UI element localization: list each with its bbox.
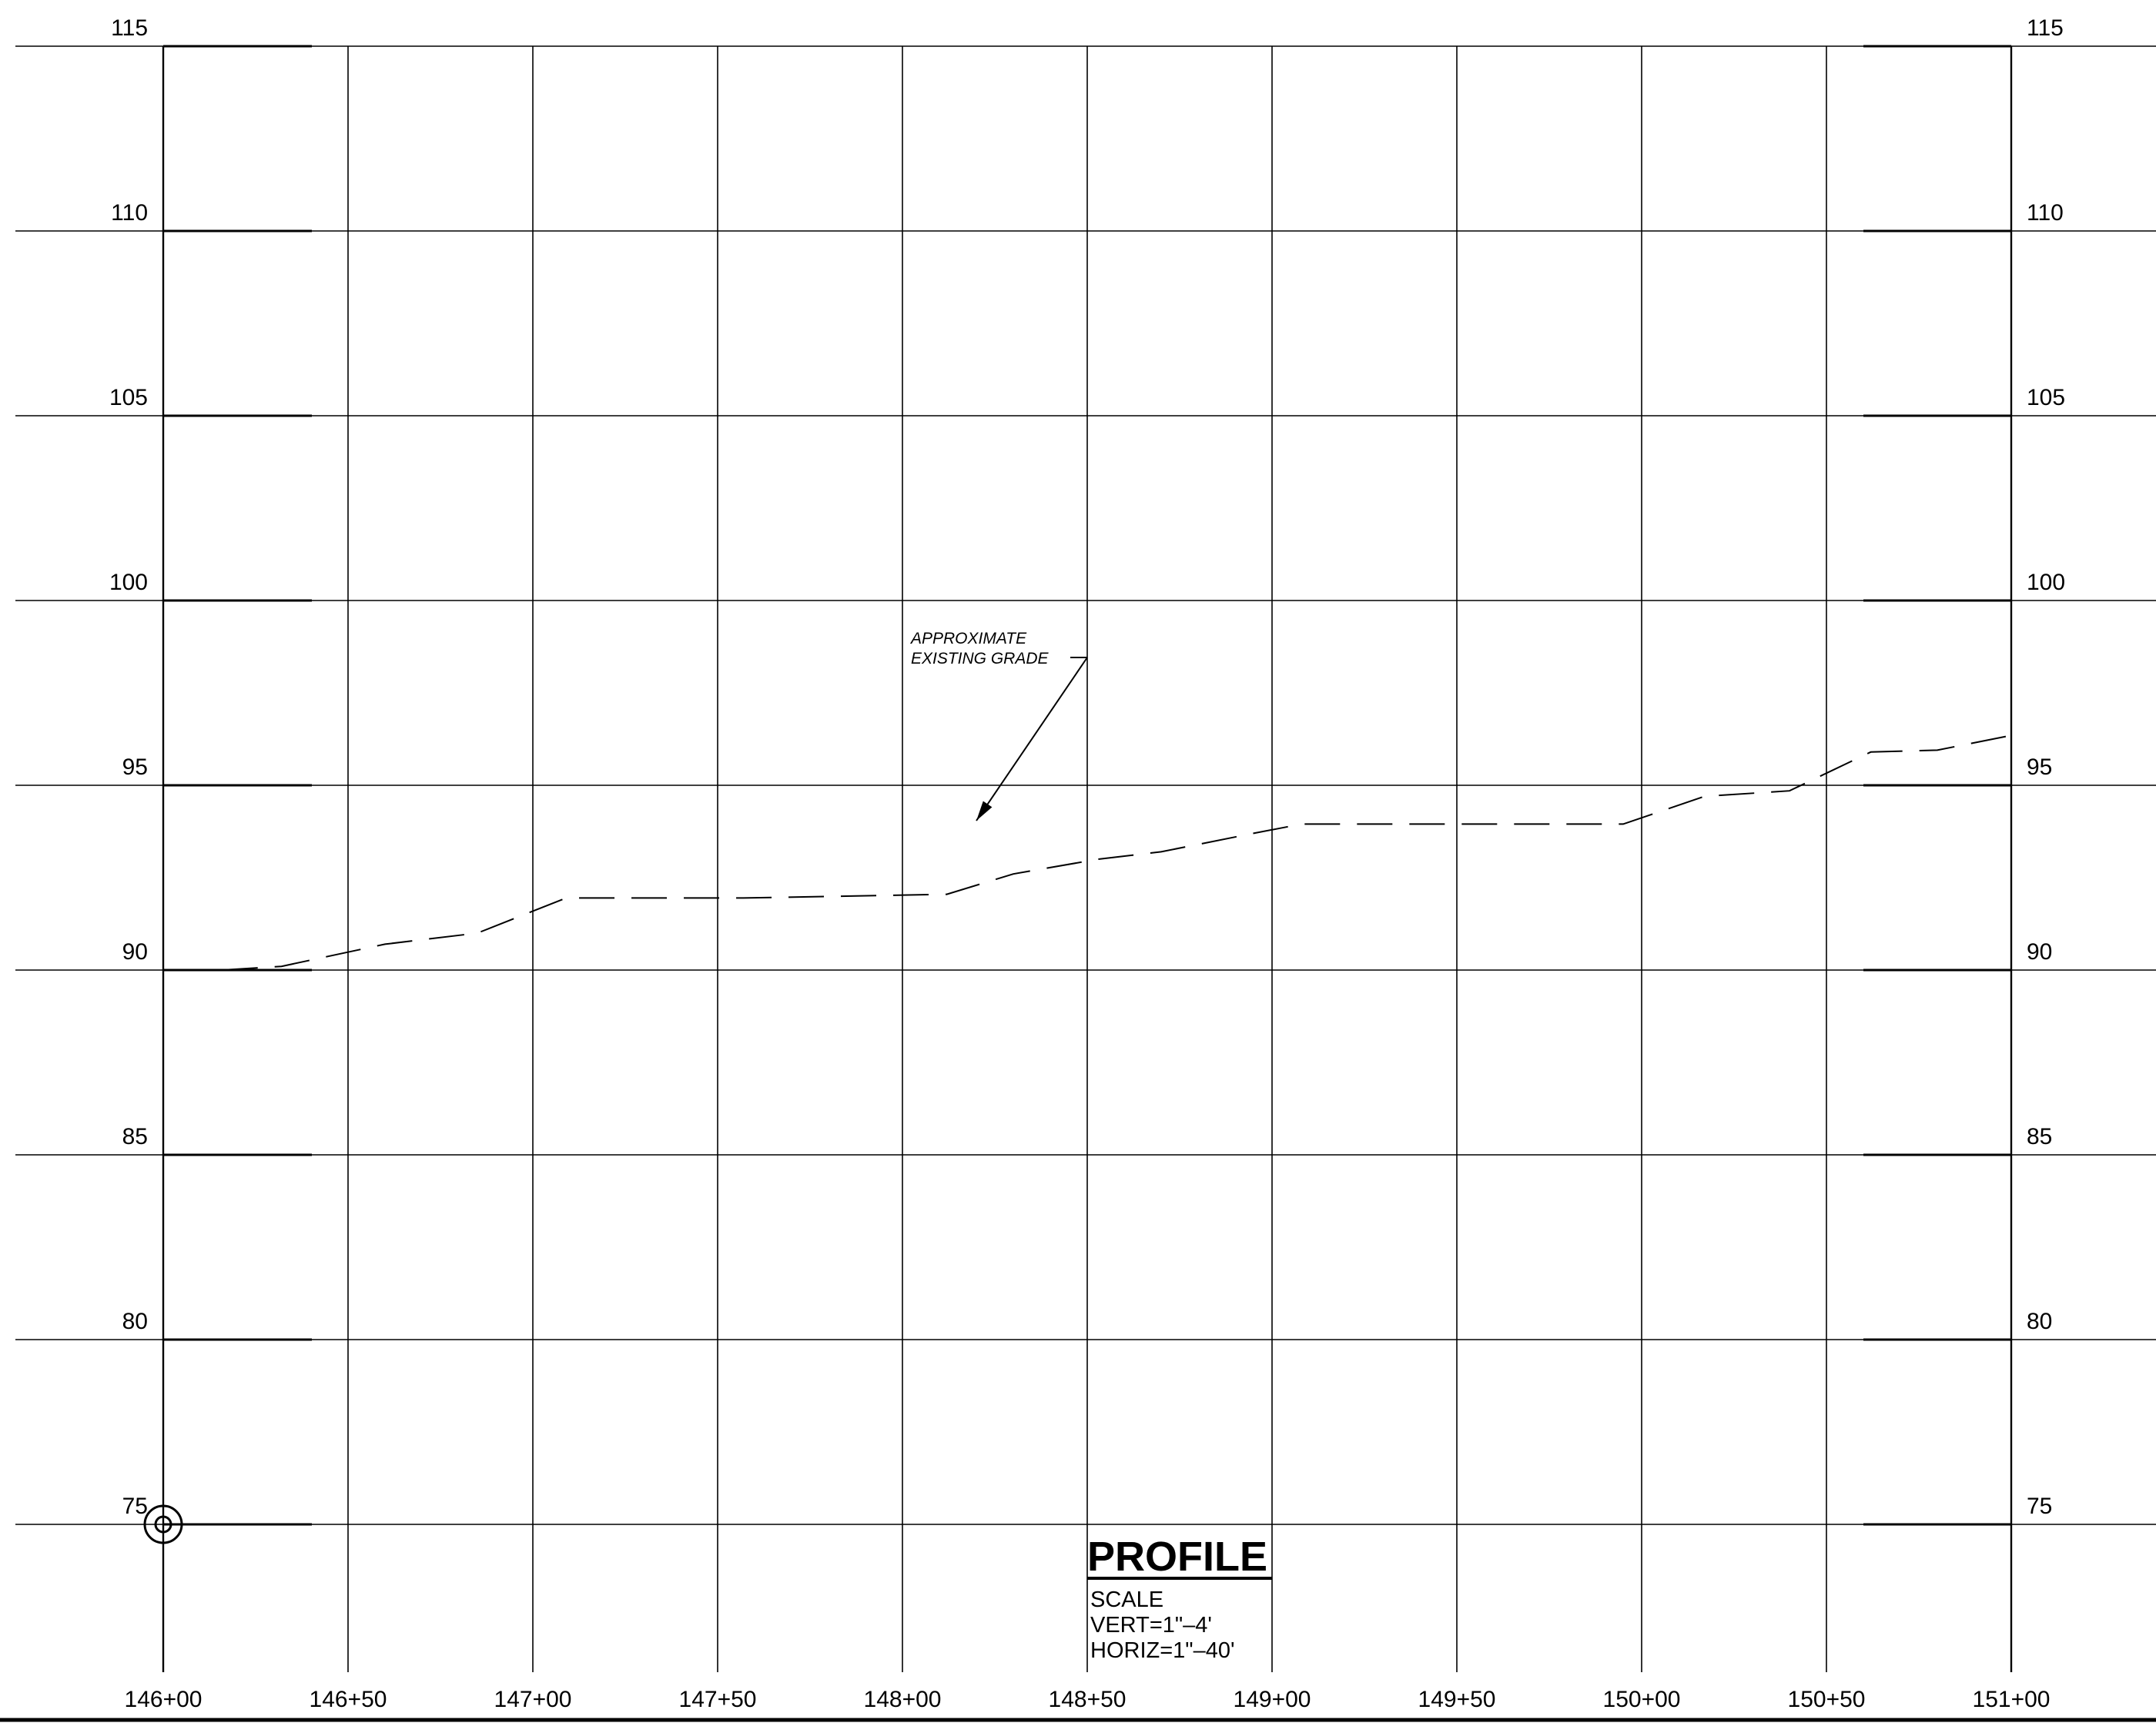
annotation-arrowhead bbox=[976, 801, 993, 821]
y-axis-labels: 115 115 110 110 105 105 100 100 95 95 90 90 85 85 80 80… bbox=[109, 15, 2065, 1519]
x-tick-label: 150+50 bbox=[1788, 1687, 1866, 1712]
annotation-line-2: EXISTING GRADE bbox=[911, 650, 1050, 667]
scale-heading: SCALE bbox=[1090, 1588, 1163, 1612]
scale-vert: VERT=1"–4' bbox=[1090, 1613, 1212, 1638]
x-tick-label: 151+00 bbox=[1973, 1687, 2051, 1712]
x-tick-label: 147+50 bbox=[679, 1687, 757, 1712]
y-tick-label-left: 100 bbox=[109, 570, 148, 595]
series-line-existing-grade bbox=[222, 734, 2012, 971]
grade-annotation: APPROXIMATE EXISTING GRADE bbox=[909, 630, 1088, 821]
y-tick-label-right: 90 bbox=[2027, 939, 2052, 965]
x-tick-label: 148+00 bbox=[864, 1687, 942, 1712]
series-layer bbox=[222, 734, 2012, 971]
x-tick-label: 146+00 bbox=[125, 1687, 203, 1712]
benchmark-inner-ring bbox=[154, 1515, 172, 1534]
x-axis-labels: 146+00 146+50 147+00 147+50 148+00 148+50 149+… bbox=[125, 1687, 2051, 1712]
x-tick-label: 149+00 bbox=[1234, 1687, 1311, 1712]
annotation-leader bbox=[976, 657, 1088, 821]
y-tick-label-left: 85 bbox=[122, 1124, 148, 1149]
y-tick-label-left: 110 bbox=[111, 200, 148, 226]
benchmark-circle-icon bbox=[143, 1504, 183, 1544]
chart-title: PROFILE bbox=[1087, 1534, 1267, 1580]
annotation-line-1: APPROXIMATE bbox=[909, 630, 1027, 647]
profile-title-block: PROFILE SCALE VERT=1"–4' HORIZ=1"–40' bbox=[1087, 1534, 1272, 1663]
y-tick-label-right: 95 bbox=[2027, 754, 2052, 780]
y-tick-label-right: 85 bbox=[2027, 1124, 2052, 1149]
x-tick-label: 146+50 bbox=[310, 1687, 387, 1712]
x-tick-label: 148+50 bbox=[1049, 1687, 1127, 1712]
y-tick-label-right: 100 bbox=[2027, 570, 2065, 595]
y-tick-label-left: 80 bbox=[122, 1309, 148, 1334]
y-tick-label-right: 80 bbox=[2027, 1309, 2052, 1334]
x-tick-label: 150+00 bbox=[1603, 1687, 1681, 1712]
y-tick-label-left: 105 bbox=[109, 385, 148, 410]
y-tick-label-right: 110 bbox=[2027, 200, 2064, 226]
x-tick-label: 147+00 bbox=[494, 1687, 572, 1712]
y-tick-label-right: 75 bbox=[2027, 1494, 2052, 1519]
y-tick-label-right: 115 bbox=[2027, 15, 2064, 41]
y-tick-label-left: 90 bbox=[122, 939, 148, 965]
scale-horiz: HORIZ=1"–40' bbox=[1090, 1638, 1235, 1663]
benchmark-outer-ring bbox=[143, 1504, 183, 1544]
y-tick-label-left: 75 bbox=[122, 1494, 148, 1519]
grid bbox=[15, 45, 2156, 1672]
y-tick-label-left: 95 bbox=[122, 754, 148, 780]
x-tick-label: 149+50 bbox=[1418, 1687, 1496, 1712]
y-tick-label-right: 105 bbox=[2027, 385, 2065, 410]
y-tick-label-left: 115 bbox=[111, 15, 148, 41]
